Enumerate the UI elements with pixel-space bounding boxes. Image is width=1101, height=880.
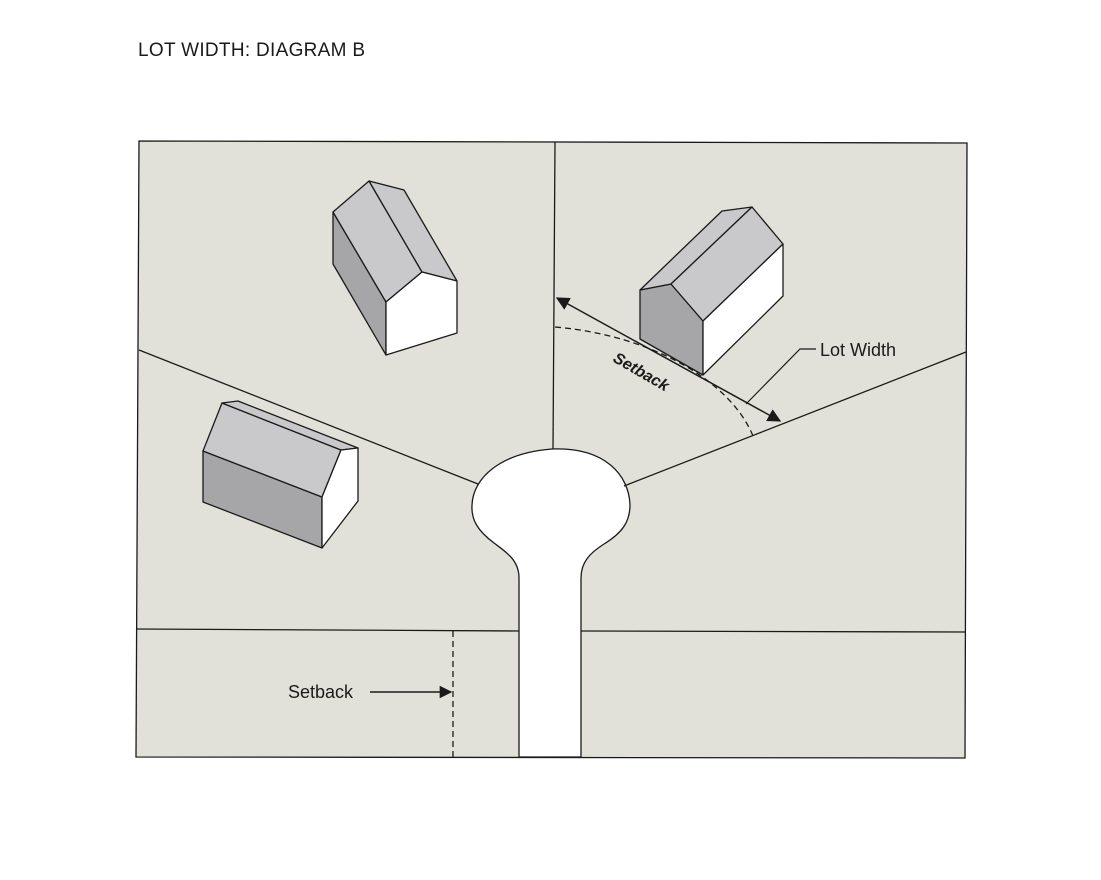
lot-line-east — [623, 351, 967, 487]
house-northwest — [332, 180, 458, 356]
house-west — [202, 400, 359, 549]
lot-width-label: Lot Width — [820, 340, 896, 360]
setback-label-lower: Setback — [288, 682, 354, 702]
lot-width-arrow — [555, 297, 782, 422]
lot-line-west — [138, 349, 479, 485]
lot-width-leader-line — [745, 348, 816, 405]
lot-lines — [135, 141, 967, 633]
cul-de-sac-street — [471, 448, 631, 758]
house-northwest-gable-wall — [385, 271, 458, 356]
house-west-gable-wall — [321, 447, 359, 549]
lot-line-north — [552, 141, 556, 450]
lot-line-south-west — [135, 628, 520, 632]
lot-line-south-east — [580, 630, 966, 633]
diagram-title: LOT WIDTH: DIAGRAM B — [138, 40, 366, 61]
